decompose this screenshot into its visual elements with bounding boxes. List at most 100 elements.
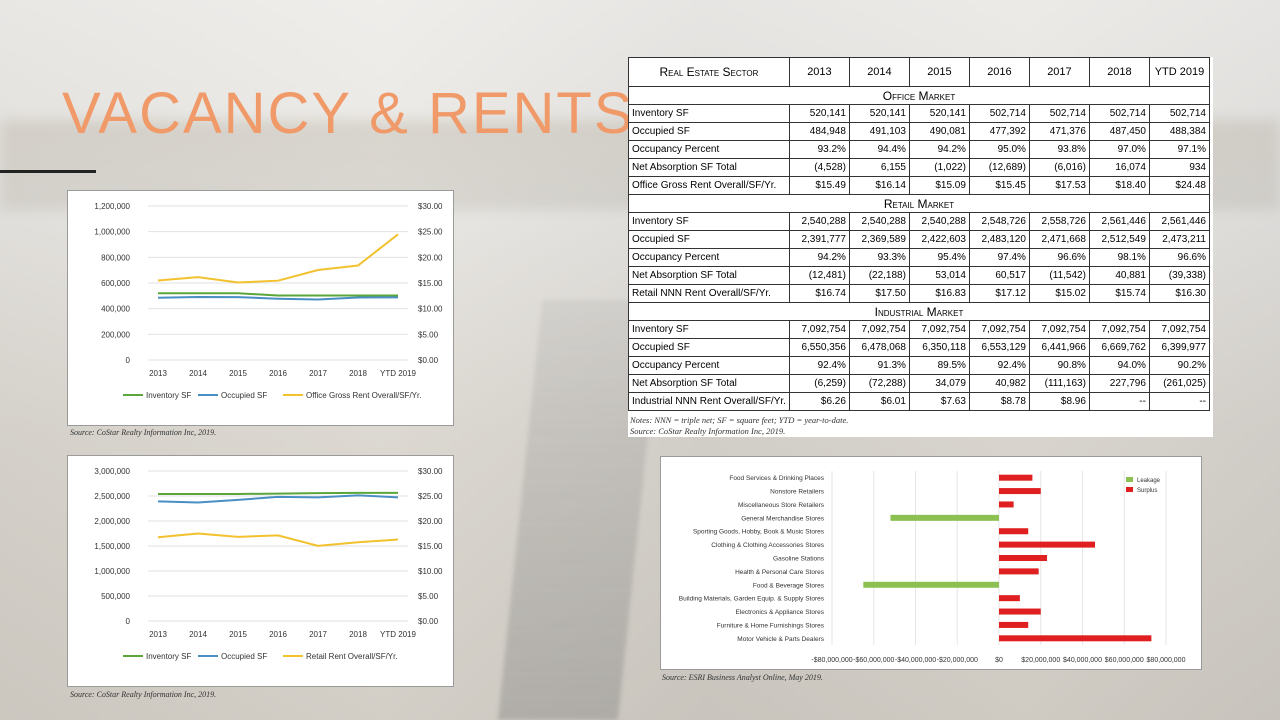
y-right-tick-label: $20.00	[418, 517, 443, 526]
header-year: 2013	[788, 57, 850, 87]
series-line-inventory-sf	[158, 491, 398, 495]
x-tick-label: 2014	[189, 369, 207, 378]
series-line-office-gross-rent-overall-sf-yr	[157, 233, 399, 284]
cell-value: $15.02	[1028, 284, 1090, 303]
header-year: 2018	[1088, 57, 1150, 87]
slide-title: VACANCY & RENTS	[62, 81, 635, 146]
cell-value: $15.74	[1088, 284, 1150, 303]
y-left-tick-label: 200,000	[101, 330, 130, 339]
cell-value: 502,714	[1148, 104, 1211, 123]
table-header-row: Real Estate Sector 2013 2014 2015 2016 2017 20…	[628, 57, 1211, 87]
cell-value: 2,540,288	[848, 212, 910, 231]
y-left-tick-label: 1,200,000	[94, 202, 130, 211]
cell-value: $16.30	[1148, 284, 1211, 303]
legend-label-occupied-sf: Occupied SF	[221, 652, 267, 661]
cell-value: $15.45	[968, 176, 1030, 195]
x-tick-label: 2013	[149, 369, 167, 378]
cell-value: 6,669,762	[1088, 338, 1150, 357]
cell-value: $15.49	[788, 176, 850, 195]
cell-value: 90.2%	[1148, 356, 1211, 375]
cell-value: 2,471,668	[1028, 230, 1090, 249]
x-tick-label: 2015	[229, 369, 247, 378]
bar-miscellaneous-store-retailers	[999, 501, 1014, 508]
y-right-tick-label: $30.00	[418, 467, 443, 476]
cell-value: $18.40	[1088, 176, 1150, 195]
cell-value: 93.8%	[1028, 140, 1090, 159]
cell-value: 7,092,754	[1028, 320, 1090, 339]
cell-value: 7,092,754	[848, 320, 910, 339]
cell-value: 93.3%	[848, 248, 910, 267]
cell-value: 2,558,726	[1028, 212, 1090, 231]
x-tick-label: YTD 2019	[380, 630, 417, 639]
cell-value: 7,092,754	[908, 320, 970, 339]
office-line-chart: 0 $0.00 200,000 $5.00 400,000 $10.00 600,000 $1…	[94, 202, 443, 400]
table-notes: Notes: NNN = triple net; SF = square fee…	[630, 415, 848, 437]
bar-general-merchandise-stores	[890, 514, 999, 521]
cell-value: 94.2%	[788, 248, 850, 267]
y-right-tick-label: $15.00	[418, 542, 443, 551]
cell-value: 227,796	[1088, 374, 1150, 393]
cell-value: $17.12	[968, 284, 1030, 303]
retail-chart-source: Source: CoStar Realty Information Inc, 2…	[70, 690, 217, 699]
series-line-occupied-sf	[157, 494, 399, 504]
row-label: Office Gross Rent Overall/SF/Yr.	[628, 176, 790, 195]
x-tick-label: 2018	[349, 630, 367, 639]
cell-value: (1,022)	[908, 158, 970, 177]
cell-value: (4,528)	[788, 158, 850, 177]
y-left-tick-label: 3,000,000	[94, 467, 130, 476]
row-label: Retail NNN Rent Overall/SF/Yr.	[628, 284, 790, 303]
cell-value: 93.2%	[788, 140, 850, 159]
y-left-tick-label: 1,000,000	[94, 228, 130, 237]
cell-value: $16.74	[788, 284, 850, 303]
legend-label-surplus: Surplus	[1137, 488, 1157, 494]
category-label: Nonstore Retailers	[770, 489, 825, 496]
cell-value: 7,092,754	[1088, 320, 1150, 339]
x-tick-label: 2014	[189, 630, 207, 639]
cell-value: $8.96	[1028, 392, 1090, 411]
cell-value: 2,422,603	[908, 230, 970, 249]
cell-value: 94.2%	[908, 140, 970, 159]
category-label: Clothing & Clothing Accessories Stores	[711, 542, 824, 549]
cell-value: 89.5%	[908, 356, 970, 375]
table-row: Net Absorption SF Total (12,481) (22,188) 5…	[628, 266, 1211, 285]
y-right-tick-label: $25.00	[418, 492, 443, 501]
cell-value: --	[1148, 392, 1211, 411]
cell-value: 95.4%	[908, 248, 970, 267]
bar-building-materials-garden-equip-supply-stores	[999, 595, 1020, 602]
x-tick-label: 2017	[309, 369, 327, 378]
x-tick-label: $80,000,000	[1147, 657, 1186, 664]
cell-value: 520,141	[848, 104, 910, 123]
row-label: Inventory SF	[628, 104, 790, 123]
cell-value: 6,478,068	[848, 338, 910, 357]
cell-value: $6.26	[788, 392, 850, 411]
cell-value: 98.1%	[1088, 248, 1150, 267]
bar-food-services-drinking-places	[999, 474, 1033, 481]
cell-value: 53,014	[908, 266, 970, 285]
table-row: Occupancy Percent 93.2% 94.4% 94.2% 95.0% 93.…	[628, 140, 1211, 159]
x-tick-label: YTD 2019	[380, 369, 417, 378]
section-title: Retail Market	[628, 194, 1210, 213]
retail-chart-panel: 0 $0.00 500,000 $5.00 1,000,000 $10.00 1,500,0…	[67, 455, 454, 687]
y-left-tick-label: 0	[126, 617, 131, 626]
row-label: Occupancy Percent	[628, 356, 790, 375]
category-label: Food & Beverage Stores	[753, 582, 825, 589]
category-label: Health & Personal Care Stores	[735, 569, 825, 576]
cell-value: 7,092,754	[968, 320, 1030, 339]
series-line-occupied-sf	[157, 295, 399, 301]
row-label: Occupied SF	[628, 230, 790, 249]
x-tick-label: -$60,000,000	[853, 657, 894, 664]
cell-value: 94.4%	[848, 140, 910, 159]
y-right-tick-label: $5.00	[418, 592, 439, 601]
cell-value: $17.53	[1028, 176, 1090, 195]
legend-swatch-surplus	[1126, 487, 1133, 492]
series-line-retail-rent-overall-sf-yr	[157, 532, 399, 547]
cell-value: (72,288)	[848, 374, 910, 393]
cell-value: 97.4%	[968, 248, 1030, 267]
legend-swatch-leakage	[1126, 477, 1133, 482]
category-label: Gasoline Stations	[773, 556, 825, 563]
y-right-tick-label: $25.00	[418, 228, 443, 237]
x-tick-label: 2013	[149, 630, 167, 639]
cell-value: 7,092,754	[1148, 320, 1211, 339]
legend-label-inventory-sf: Inventory SF	[146, 652, 191, 661]
category-label: Food Services & Drinking Places	[729, 475, 824, 482]
